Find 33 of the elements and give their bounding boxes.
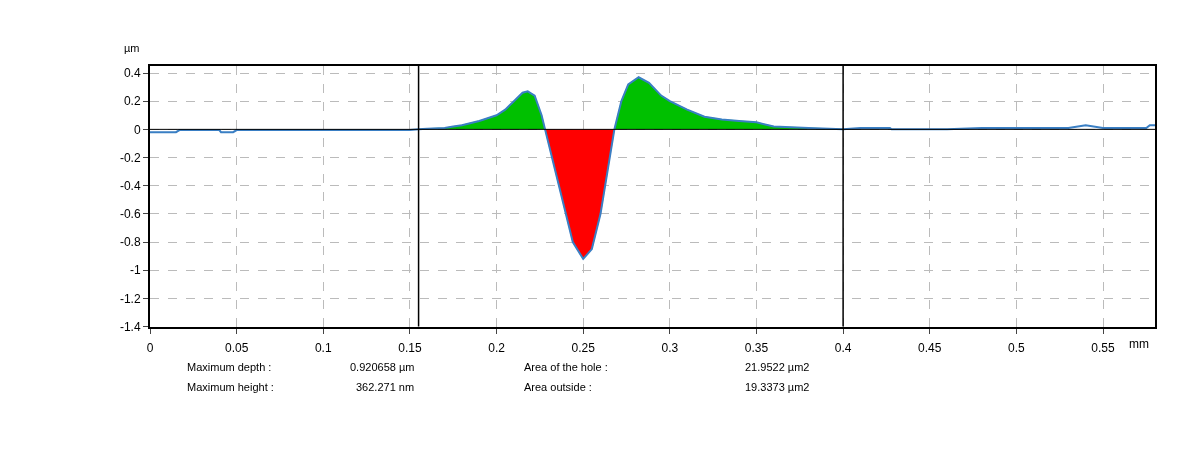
- x-tick-label: 0.15: [398, 340, 422, 355]
- x-tick-label: 0.05: [224, 340, 249, 355]
- x-tick-label: 0.35: [744, 340, 769, 355]
- y-tick-label: -1.2: [119, 291, 141, 306]
- x-tick-label: 0: [146, 340, 154, 355]
- x-tick-label: 0.3: [661, 340, 679, 355]
- text: 21.9522 µm2: [745, 361, 810, 373]
- text: Maximum height :: [187, 381, 274, 393]
- y-axis-title: µm: [124, 42, 140, 54]
- x-tick-label: 0.25: [571, 340, 596, 355]
- y-tick-label: 0: [133, 122, 141, 137]
- y-tick-label: -1: [129, 263, 141, 278]
- x-tick-label: 0.5: [1008, 340, 1026, 355]
- y-tick-label: -1.4: [119, 319, 141, 334]
- x-tick-label: 0.1: [314, 340, 332, 355]
- text: 0.920658 µm: [350, 361, 415, 373]
- x-tick-label: 0.55: [1091, 340, 1116, 355]
- line-series: [150, 76, 1155, 260]
- y-tick-label: -0.2: [119, 150, 141, 165]
- y-tick-label: -0.6: [119, 207, 141, 222]
- text: 362.271 nm: [356, 381, 415, 393]
- x-axis-title: mm: [1129, 337, 1149, 351]
- text: Maximum depth :: [187, 361, 272, 373]
- y-tick-label: 0.4: [123, 66, 141, 81]
- text: 19.3373 µm2: [745, 381, 810, 393]
- y-tick-label: 0.2: [123, 94, 141, 109]
- y-tick-label: -0.4: [119, 178, 141, 193]
- x-tick-label: 0.2: [488, 340, 506, 355]
- text: Area of the hole :: [524, 361, 608, 373]
- text: Area outside :: [524, 381, 592, 393]
- x-tick-label: 0.4: [834, 340, 852, 355]
- y-tick-label: -0.8: [119, 235, 141, 250]
- x-tick-label: 0.45: [918, 340, 942, 355]
